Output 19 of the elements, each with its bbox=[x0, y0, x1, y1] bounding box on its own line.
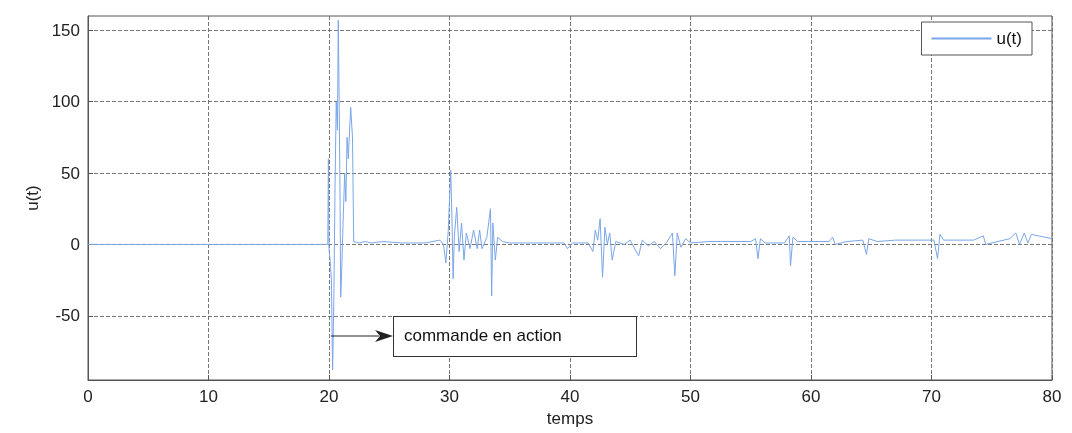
x-tick-label: 30 bbox=[440, 387, 459, 406]
y-tick-label: -50 bbox=[55, 306, 80, 326]
x-axis-title: temps bbox=[546, 409, 594, 428]
y-tick-label: 50 bbox=[61, 163, 80, 183]
y-axis-title: u(t) bbox=[22, 185, 42, 211]
y-tick-label: 150 bbox=[51, 20, 80, 40]
x-tick-label: 80 bbox=[1042, 387, 1062, 406]
x-tick-label: 50 bbox=[681, 387, 700, 406]
x-tick-label: 20 bbox=[319, 387, 339, 406]
y-tick-label: 100 bbox=[51, 92, 80, 112]
x-tick-label: 0 bbox=[83, 387, 93, 406]
x-tick-label: 60 bbox=[801, 387, 821, 406]
legend-label: u(t) bbox=[996, 29, 1022, 48]
x-tick-label: 40 bbox=[560, 387, 580, 406]
x-tick-label: 70 bbox=[922, 387, 941, 406]
x-tick-label: 10 bbox=[199, 387, 218, 406]
y-tick-label: 0 bbox=[70, 234, 80, 254]
line-series bbox=[87, 19, 1053, 371]
note-box: commande en action bbox=[393, 316, 637, 357]
